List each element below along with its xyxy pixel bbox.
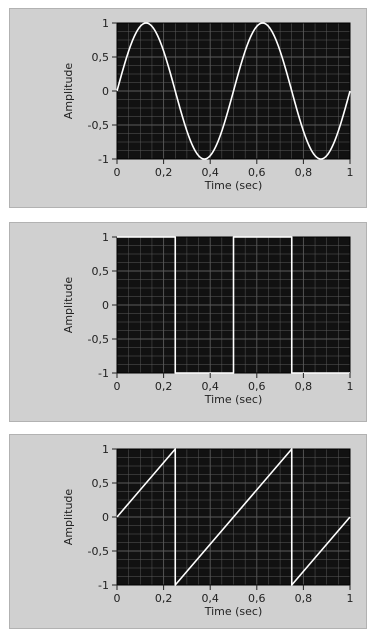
x-tick-label: 0,2 — [155, 166, 173, 179]
series-line-square — [117, 236, 350, 374]
y-tick-label: 0,5 — [92, 477, 110, 490]
x-tick-label: 1 — [347, 166, 354, 179]
y-axis-title: Amplitude — [62, 277, 75, 334]
y-tick-label: 0 — [102, 299, 109, 312]
sawtooth-chart-panel: 1 0,5 0 -0,5 -1 0 0,2 0,4 0,6 0,8 1 Time (sec) Ampli… — [9, 434, 367, 629]
x-tick-label: 0 — [114, 592, 121, 605]
y-axis-title: Amplitude — [62, 489, 75, 546]
y-tick-label: 0,5 — [92, 265, 110, 278]
y-tick-label: 1 — [102, 443, 109, 456]
y-tick-label: -1 — [98, 153, 109, 166]
square-chart: 1 0,5 0 -0,5 -1 0 0,2 0,4 0,6 0,8 1 Time (sec) Ampli… — [62, 231, 354, 406]
x-tick-label: 0 — [114, 380, 121, 393]
y-tick-label: -1 — [98, 367, 109, 380]
x-tick-label: 0 — [114, 166, 121, 179]
x-axis-title: Time (sec) — [204, 605, 263, 618]
sine-chart: 1 0,5 0 -0,5 -1 0 0,2 0,4 0,6 0,8 1 Time (sec) Ampli… — [62, 17, 354, 192]
grid — [117, 449, 350, 585]
x-tick-label: 1 — [347, 380, 354, 393]
y-tick-label: -0,5 — [88, 545, 109, 558]
y-tick-label: -0,5 — [88, 333, 109, 346]
series-line-sawtooth — [116, 448, 351, 586]
y-tick-label: -1 — [98, 579, 109, 592]
y-axis-title: Amplitude — [62, 63, 75, 120]
x-tick-label: 1 — [347, 592, 354, 605]
series-line-sine — [116, 22, 351, 160]
y-tick-label: 0 — [102, 511, 109, 524]
x-tick-label: 0,8 — [295, 166, 313, 179]
x-tick-label: 0,6 — [248, 592, 266, 605]
x-tick-label: 0,4 — [201, 592, 219, 605]
x-tick-label: 0,8 — [295, 592, 313, 605]
square-chart-panel: 1 0,5 0 -0,5 -1 0 0,2 0,4 0,6 0,8 1 Time (sec) Ampli… — [9, 222, 367, 422]
sawtooth-chart: 1 0,5 0 -0,5 -1 0 0,2 0,4 0,6 0,8 1 Time (sec) Ampli… — [62, 443, 354, 618]
x-axis-title: Time (sec) — [204, 179, 263, 192]
x-axis-title: Time (sec) — [204, 393, 263, 406]
x-tick-label: 0,8 — [295, 380, 313, 393]
y-tick-label: 0,5 — [92, 51, 110, 64]
y-tick-label: 0 — [102, 85, 109, 98]
x-tick-label: 0,2 — [155, 592, 173, 605]
x-tick-label: 0,4 — [201, 380, 219, 393]
sine-chart-panel: 1 0,5 0 -0,5 -1 0 0,2 0,4 0,6 0,8 1 Time (sec) Ampli… — [9, 8, 367, 208]
x-tick-label: 0,2 — [155, 380, 173, 393]
y-tick-label: 1 — [102, 231, 109, 244]
x-tick-label: 0,6 — [248, 166, 266, 179]
x-tick-label: 0,4 — [201, 166, 219, 179]
y-tick-label: -0,5 — [88, 119, 109, 132]
y-tick-label: 1 — [102, 17, 109, 30]
x-tick-label: 0,6 — [248, 380, 266, 393]
